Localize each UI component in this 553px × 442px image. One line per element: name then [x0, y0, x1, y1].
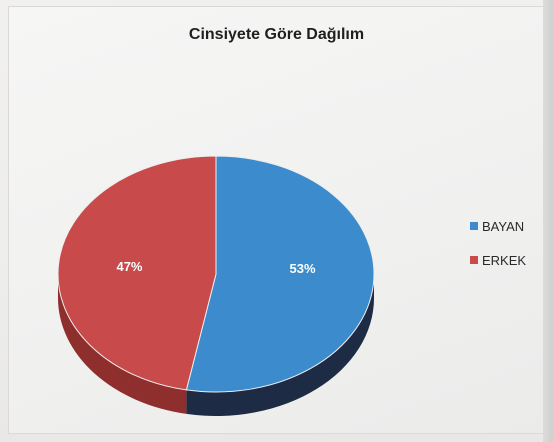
legend-swatch-erkek	[470, 256, 478, 264]
pie-side-erkek	[58, 274, 187, 414]
svg-text:47%: 47%	[116, 259, 142, 274]
legend-item-erkek: ERKEK	[470, 250, 526, 270]
chart-title: Cinsiyete Göre Dağılım	[188, 26, 365, 43]
pie-side-bayan	[186, 274, 374, 416]
data-label-bayan: 53%	[282, 257, 323, 280]
legend-label-bayan: BAYAN	[482, 218, 525, 234]
pie-slice-bayan	[185, 155, 375, 393]
legend-item-bayan: BAYAN	[470, 216, 526, 236]
legend-swatch-bayan	[470, 222, 478, 230]
data-label-erkek: 47%	[109, 254, 150, 277]
svg-text:53%: 53%	[289, 261, 315, 276]
page-edge-shadow	[543, 0, 553, 442]
legend-label-erkek: ERKEK	[482, 252, 527, 268]
chart-legend: BAYAN ERKEK	[470, 216, 526, 284]
